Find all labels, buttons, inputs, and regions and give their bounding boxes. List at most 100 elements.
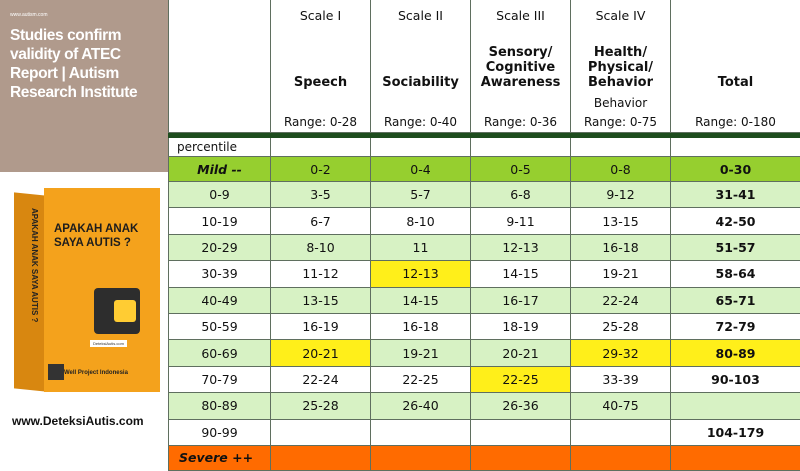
- total-cell: 42-50: [671, 208, 800, 234]
- highlighted-value-cell: 20-21: [271, 340, 371, 366]
- behavior-subheader: Behavior: [571, 94, 671, 111]
- value-cell: [271, 419, 371, 445]
- value-cell: 12-13: [471, 234, 571, 260]
- value-cell: 8-10: [371, 208, 471, 234]
- severe-row: Severe ++: [169, 445, 800, 470]
- value-cell: 25-28: [571, 313, 671, 339]
- table-row: 40-49 13-15 14-15 16-17 22-24 65-71: [169, 287, 800, 313]
- speech-header: Speech: [271, 30, 371, 94]
- percentile-cell: 70-79: [169, 366, 271, 392]
- mild-total: 0-30: [671, 157, 800, 182]
- value-cell: 26-36: [471, 393, 571, 419]
- health-header: Health/ Physical/ Behavior: [571, 30, 671, 94]
- value-cell: 22-24: [571, 287, 671, 313]
- percentile-cell: 60-69: [169, 340, 271, 366]
- percentile-cell: 10-19: [169, 208, 271, 234]
- book-brand: Well Project Indonesia: [64, 370, 128, 376]
- value-cell: 19-21: [371, 340, 471, 366]
- article-promo[interactable]: www.autism.com Studies confirm validity …: [0, 0, 168, 172]
- value-cell: 11: [371, 234, 471, 260]
- atec-score-table: Scale I Scale II Scale III Scale IV Spee…: [168, 0, 800, 450]
- score-table: Scale I Scale II Scale III Scale IV Spee…: [168, 0, 800, 471]
- mild-sensory: 0-5: [471, 157, 571, 182]
- value-cell: 13-15: [271, 287, 371, 313]
- range-sensory: Range: 0-36: [471, 111, 571, 133]
- promo-headline[interactable]: Studies confirm validity of ATEC Report …: [10, 26, 160, 102]
- percentile-cell: 20-29: [169, 234, 271, 260]
- value-cell: 6-7: [271, 208, 371, 234]
- table-row: 20-29 8-10 11 12-13 16-18 51-57: [169, 234, 800, 260]
- book-small-label: DeteksiAutis.com: [90, 340, 127, 347]
- value-cell: 14-15: [371, 287, 471, 313]
- table-row: 0-9 3-5 5-7 6-8 9-12 31-41: [169, 182, 800, 208]
- left-panel: www.autism.com Studies confirm validity …: [0, 0, 168, 450]
- table-row: 30-39 11-12 12-13 14-15 19-21 58-64: [169, 261, 800, 287]
- book-face: APAKAH ANAK SAYA AUTIS ? DeteksiAutis.co…: [44, 188, 160, 392]
- total-cell: 90-103: [671, 366, 800, 392]
- highlighted-value-cell: 12-13: [371, 261, 471, 287]
- percentile-label-row: percentile: [169, 138, 800, 157]
- percentile-cell: 40-49: [169, 287, 271, 313]
- scale-3-header: Scale III: [471, 0, 571, 30]
- total-cell: 65-71: [671, 287, 800, 313]
- mild-sociability: 0-4: [371, 157, 471, 182]
- value-cell: 13-15: [571, 208, 671, 234]
- puzzle-piece-illustration: [114, 300, 136, 322]
- highlighted-value-cell: 29-32: [571, 340, 671, 366]
- range-total: Range: 0-180: [671, 111, 800, 133]
- table-row: 60-69 20-21 19-21 20-21 29-32 80-89: [169, 340, 800, 366]
- value-cell: 26-40: [371, 393, 471, 419]
- scale-4-header: Scale IV: [571, 0, 671, 30]
- highlighted-total-cell: 80-89: [671, 340, 800, 366]
- corner-cell: [169, 0, 271, 30]
- scale-1-header: Scale I: [271, 0, 371, 30]
- percentile-cell: 0-9: [169, 182, 271, 208]
- value-cell: 16-18: [571, 234, 671, 260]
- value-cell: 6-8: [471, 182, 571, 208]
- total-header: Total: [671, 30, 800, 94]
- value-cell: 16-18: [371, 313, 471, 339]
- range-health: Range: 0-75: [571, 111, 671, 133]
- range-sociability: Range: 0-40: [371, 111, 471, 133]
- value-cell: 22-25: [371, 366, 471, 392]
- mild-speech: 0-2: [271, 157, 371, 182]
- book-cover-image: APAKAH ANAK SAYA AUTIS ? APAKAH ANAK SAY…: [14, 188, 160, 396]
- value-cell: 9-12: [571, 182, 671, 208]
- total-cell: 31-41: [671, 182, 800, 208]
- total-cell: [671, 393, 800, 419]
- mild-label: Mild --: [169, 157, 271, 182]
- footer-url[interactable]: www.DeteksiAutis.com: [12, 414, 144, 428]
- range-speech: Range: 0-28: [271, 111, 371, 133]
- value-cell: 40-75: [571, 393, 671, 419]
- total-cell: 72-79: [671, 313, 800, 339]
- book-title: APAKAH ANAK SAYA AUTIS ?: [54, 222, 144, 250]
- highlighted-value-cell: 22-25: [471, 366, 571, 392]
- book-spine-title: APAKAH ANAK SAYA AUTIS ?: [19, 208, 39, 378]
- value-cell: 11-12: [271, 261, 371, 287]
- sensory-header: Sensory/ Cognitive Awareness: [471, 30, 571, 94]
- mild-row: Mild -- 0-2 0-4 0-5 0-8 0-30: [169, 157, 800, 182]
- percentile-cell: 30-39: [169, 261, 271, 287]
- value-cell: [471, 419, 571, 445]
- total-cell: 58-64: [671, 261, 800, 287]
- value-cell: [571, 419, 671, 445]
- total-cell: 104-179: [671, 419, 800, 445]
- value-cell: [371, 419, 471, 445]
- percentile-label: percentile: [169, 138, 271, 157]
- mild-health: 0-8: [571, 157, 671, 182]
- table-row: 10-19 6-7 8-10 9-11 13-15 42-50: [169, 208, 800, 234]
- table-row: 70-79 22-24 22-25 22-25 33-39 90-103: [169, 366, 800, 392]
- total-cell: 51-57: [671, 234, 800, 260]
- value-cell: 9-11: [471, 208, 571, 234]
- scale-2-header: Scale II: [371, 0, 471, 30]
- value-cell: 16-17: [471, 287, 571, 313]
- value-cell: 3-5: [271, 182, 371, 208]
- severe-label: Severe ++: [169, 445, 271, 470]
- value-cell: 33-39: [571, 366, 671, 392]
- value-cell: 22-24: [271, 366, 371, 392]
- scale-name-row: Speech Sociability Sensory/ Cognitive Aw…: [169, 30, 800, 94]
- value-cell: 5-7: [371, 182, 471, 208]
- value-cell: 20-21: [471, 340, 571, 366]
- value-cell: 8-10: [271, 234, 371, 260]
- percentile-cell: 90-99: [169, 419, 271, 445]
